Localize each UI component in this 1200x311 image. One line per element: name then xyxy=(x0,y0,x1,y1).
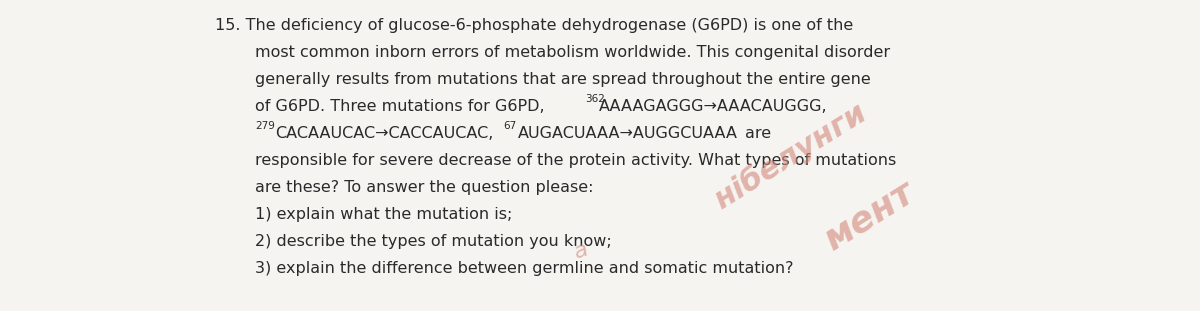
Text: are: are xyxy=(745,126,772,141)
Text: AAAAGAGGG→AAACAUGGG,: AAAAGAGGG→AAACAUGGG, xyxy=(599,99,828,114)
Text: 15. The deficiency of glucose-6-phosphate dehydrogenase (G6PD) is one of the: 15. The deficiency of glucose-6-phosphat… xyxy=(215,18,853,33)
Text: are these? To answer the question please:: are these? To answer the question please… xyxy=(256,180,594,195)
Text: 2) describe the types of mutation you know;: 2) describe the types of mutation you kn… xyxy=(256,234,612,249)
Text: мент: мент xyxy=(818,175,922,257)
Text: 1) explain what the mutation is;: 1) explain what the mutation is; xyxy=(256,207,512,222)
Text: AUGACUAAA→AUGGCUAAA: AUGACUAAA→AUGGCUAAA xyxy=(518,126,738,141)
Text: 279: 279 xyxy=(256,121,275,131)
Text: CACAAUCAC→CACCAUCAC,: CACAAUCAC→CACCAUCAC, xyxy=(275,126,493,141)
Text: of G6PD. Three mutations for G6PD,: of G6PD. Three mutations for G6PD, xyxy=(256,99,545,114)
Text: generally results from mutations that are spread throughout the entire gene: generally results from mutations that ar… xyxy=(256,72,871,87)
Text: 67: 67 xyxy=(503,121,516,131)
Text: 362: 362 xyxy=(586,94,605,104)
Text: нібелунги: нібелунги xyxy=(708,97,871,215)
Text: responsible for severe decrease of the protein activity. What types of mutations: responsible for severe decrease of the p… xyxy=(256,153,896,168)
Text: а: а xyxy=(570,239,590,263)
Text: most common inborn errors of metabolism worldwide. This congenital disorder: most common inborn errors of metabolism … xyxy=(256,45,890,60)
Text: 3) explain the difference between germline and somatic mutation?: 3) explain the difference between germli… xyxy=(256,261,793,276)
